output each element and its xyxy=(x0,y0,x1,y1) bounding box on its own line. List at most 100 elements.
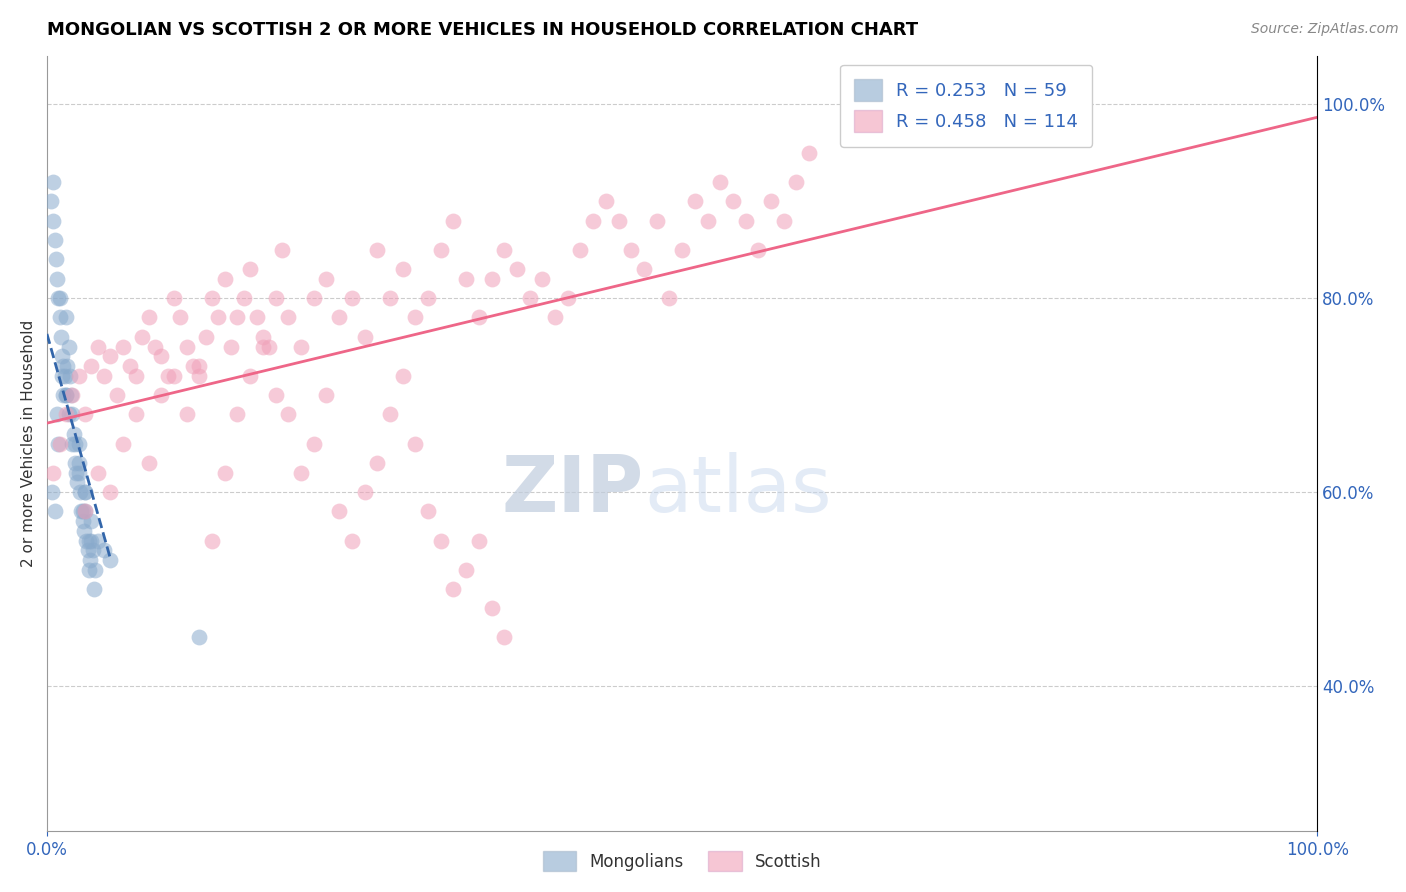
Point xyxy=(150,388,173,402)
Point xyxy=(340,291,363,305)
Point xyxy=(42,213,65,227)
Point xyxy=(60,408,83,422)
Point xyxy=(63,456,86,470)
Point xyxy=(45,252,67,267)
Point xyxy=(519,291,541,305)
Point xyxy=(429,243,451,257)
Point xyxy=(201,291,224,305)
Point xyxy=(785,175,807,189)
Point xyxy=(80,359,103,373)
Point xyxy=(70,504,93,518)
Point xyxy=(55,408,77,422)
Point xyxy=(226,310,249,325)
Point xyxy=(494,243,516,257)
Point xyxy=(245,310,267,325)
Point xyxy=(181,359,204,373)
Point xyxy=(658,291,681,305)
Point xyxy=(60,388,83,402)
Point xyxy=(290,466,312,480)
Point xyxy=(416,504,439,518)
Point xyxy=(48,310,70,325)
Point xyxy=(207,310,229,325)
Point xyxy=(721,194,744,208)
Point xyxy=(48,291,70,305)
Point xyxy=(456,563,478,577)
Point xyxy=(42,466,65,480)
Point xyxy=(239,262,262,277)
Point xyxy=(468,310,491,325)
Point xyxy=(65,466,87,480)
Point xyxy=(494,631,516,645)
Point xyxy=(73,504,96,518)
Point xyxy=(51,368,73,383)
Point xyxy=(252,330,274,344)
Point xyxy=(328,310,350,325)
Point xyxy=(582,213,605,227)
Text: Source: ZipAtlas.com: Source: ZipAtlas.com xyxy=(1251,22,1399,37)
Point xyxy=(53,368,76,383)
Point xyxy=(82,543,104,558)
Point xyxy=(277,408,299,422)
Point xyxy=(76,543,98,558)
Text: atlas: atlas xyxy=(644,452,831,528)
Point xyxy=(378,291,401,305)
Point xyxy=(55,310,77,325)
Point xyxy=(366,243,388,257)
Point xyxy=(456,271,478,285)
Point xyxy=(44,233,66,247)
Point xyxy=(46,271,69,285)
Point xyxy=(72,504,94,518)
Point xyxy=(67,368,90,383)
Point xyxy=(93,368,115,383)
Point xyxy=(66,475,89,490)
Point xyxy=(62,426,84,441)
Point xyxy=(404,436,426,450)
Point xyxy=(214,466,236,480)
Y-axis label: 2 or more Vehicles in Household: 2 or more Vehicles in Household xyxy=(21,320,35,567)
Point xyxy=(72,514,94,528)
Point xyxy=(125,368,148,383)
Point xyxy=(569,243,592,257)
Point xyxy=(80,514,103,528)
Point xyxy=(176,408,198,422)
Point xyxy=(87,466,110,480)
Point xyxy=(226,408,249,422)
Point xyxy=(671,243,693,257)
Point xyxy=(69,485,91,500)
Point xyxy=(734,213,756,227)
Point xyxy=(290,340,312,354)
Point xyxy=(56,359,79,373)
Point xyxy=(58,408,80,422)
Point xyxy=(252,340,274,354)
Point xyxy=(41,485,63,500)
Point xyxy=(93,543,115,558)
Point xyxy=(100,349,122,363)
Point xyxy=(67,466,90,480)
Point xyxy=(315,271,337,285)
Point xyxy=(271,243,294,257)
Point xyxy=(73,408,96,422)
Point xyxy=(416,291,439,305)
Point xyxy=(481,601,503,615)
Point xyxy=(443,213,465,227)
Point xyxy=(353,330,375,344)
Point xyxy=(169,310,191,325)
Point xyxy=(87,533,110,548)
Point xyxy=(112,340,135,354)
Point xyxy=(391,262,413,277)
Point xyxy=(55,388,77,402)
Point xyxy=(48,436,70,450)
Point xyxy=(73,524,96,538)
Point xyxy=(302,291,325,305)
Point xyxy=(709,175,731,189)
Point xyxy=(73,485,96,500)
Point xyxy=(83,582,105,596)
Point xyxy=(163,291,186,305)
Text: MONGOLIAN VS SCOTTISH 2 OR MORE VEHICLES IN HOUSEHOLD CORRELATION CHART: MONGOLIAN VS SCOTTISH 2 OR MORE VEHICLES… xyxy=(46,21,918,39)
Point xyxy=(633,262,655,277)
Point xyxy=(51,349,73,363)
Point xyxy=(544,310,567,325)
Point xyxy=(506,262,529,277)
Point xyxy=(429,533,451,548)
Point xyxy=(683,194,706,208)
